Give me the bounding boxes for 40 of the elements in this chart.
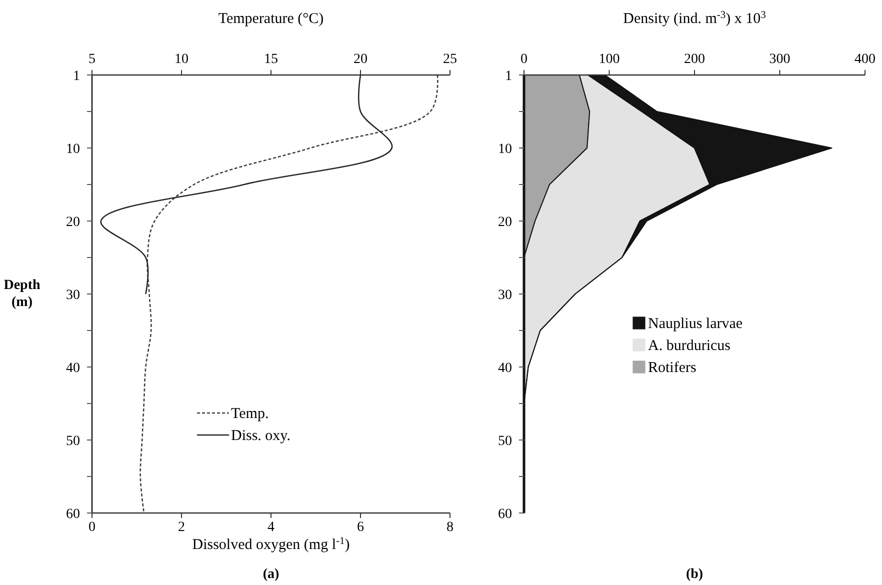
y-tick-label: 1 xyxy=(505,69,512,84)
x-tick-label: 0 xyxy=(520,52,528,67)
y-tick-label: 1 xyxy=(73,69,80,84)
y-tick-label: 20 xyxy=(66,215,80,230)
x-axis-title: Dissolved oxygen (mg l$^{-1}$) xyxy=(192,536,350,553)
y-tick-label: 60 xyxy=(66,507,80,522)
x2-tick-label: 15 xyxy=(264,52,278,67)
text: (b) xyxy=(686,567,704,582)
legend-label: Temp. xyxy=(231,406,269,422)
x-tick-label: 4 xyxy=(268,520,274,535)
x-tick-label: 8 xyxy=(446,520,454,535)
x2-tick-label: 5 xyxy=(88,52,96,67)
y-tick-label: 30 xyxy=(66,288,80,303)
y-tick-label: 20 xyxy=(498,215,512,230)
y-tick-label: 50 xyxy=(66,434,80,449)
y-tick-label: 40 xyxy=(498,361,512,376)
y-tick-label: 40 xyxy=(66,361,80,376)
legend-label: Diss. oxy. xyxy=(231,428,290,444)
x-tick-label: 6 xyxy=(357,520,364,535)
legend-label: Rotifers xyxy=(648,360,696,376)
x2-axis-title: Temperature (°C) xyxy=(218,11,324,27)
x-tick-label: 0 xyxy=(88,520,96,535)
text: (a) xyxy=(262,567,280,582)
y-tick-label: 50 xyxy=(498,434,512,449)
y-axis-title: Depth (m) xyxy=(4,278,40,310)
x2-tick-label: 10 xyxy=(174,52,188,67)
x-tick-label: 2 xyxy=(178,520,185,535)
y-tick-label: 10 xyxy=(66,142,80,157)
x-tick-label: 300 xyxy=(769,52,790,67)
x2-tick-label: 25 xyxy=(443,52,457,67)
y-tick-label: 60 xyxy=(498,507,512,522)
y-tick-label: 10 xyxy=(498,142,512,157)
x-tick-label: 100 xyxy=(598,52,620,67)
x-tick-label: 400 xyxy=(854,52,876,67)
y-tick-label: 30 xyxy=(498,288,512,303)
legend-label: Nauplius larvae xyxy=(648,316,743,332)
x-tick-label: 200 xyxy=(684,52,705,67)
x-axis-title: Density (ind. m$^{-3}$) x 10$^{3}$ xyxy=(623,10,766,27)
x2-tick-label: 20 xyxy=(354,52,368,67)
legend-label: A. burduricus xyxy=(648,338,731,354)
